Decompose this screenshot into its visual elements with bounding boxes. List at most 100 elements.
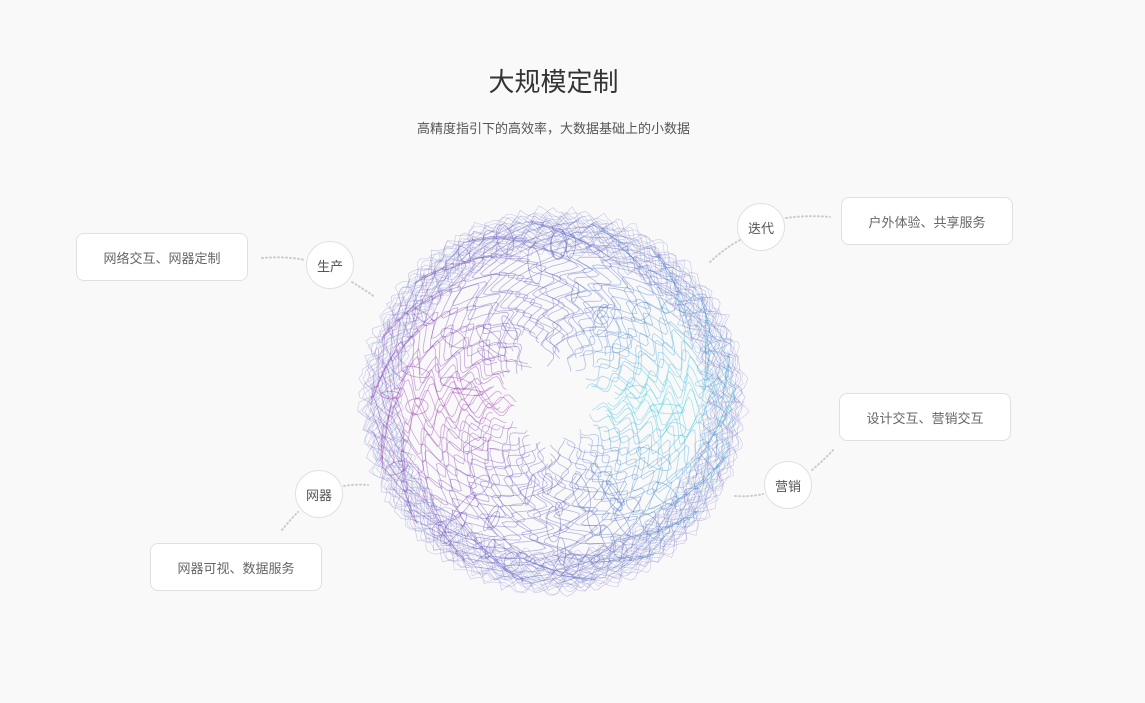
sphere-strand [606, 413, 729, 469]
sphere-strand [414, 270, 518, 374]
sphere-rim-ring [371, 220, 732, 582]
node-marketing[interactable]: 营销 [764, 461, 812, 509]
sphere-strand [613, 348, 729, 391]
sphere-loop [483, 504, 499, 532]
sphere-loop [683, 293, 709, 315]
sphere-strand [454, 453, 531, 562]
sphere-strand [614, 363, 734, 400]
sphere-strand [591, 339, 730, 392]
sphere-strand [425, 437, 520, 546]
sphere-rim-ring [373, 222, 734, 582]
sphere-loop [606, 479, 625, 506]
sphere-rim-ring [377, 226, 731, 579]
description-box-production[interactable]: 网络交互、网器定制 [76, 233, 248, 281]
sphere-strand [586, 330, 731, 390]
sphere-strand [556, 224, 597, 352]
sphere-strand [412, 274, 511, 372]
sphere-strand [395, 296, 498, 366]
sphere-loop [649, 403, 685, 415]
sphere-strand [372, 356, 493, 395]
sphere-loop [600, 524, 616, 553]
sphere-strand [594, 290, 707, 369]
sphere-loop [542, 472, 553, 495]
sphere-loop [411, 308, 434, 325]
sphere-loop [665, 422, 686, 437]
sphere-strand [578, 228, 630, 336]
sphere-loop [501, 315, 518, 340]
sphere-strand [529, 220, 565, 355]
sphere-strand [437, 451, 511, 555]
sphere-loop [384, 460, 409, 476]
sphere-loop [487, 510, 501, 531]
sphere-strand [588, 443, 690, 533]
sphere-rim-ring [380, 227, 728, 573]
sphere-strand [512, 220, 549, 347]
node-production[interactable]: 生产 [306, 241, 354, 289]
sphere-strand [405, 447, 500, 524]
connector-line [734, 493, 764, 498]
sphere-strand [596, 405, 730, 451]
sphere-strand [377, 348, 495, 392]
sphere-loop [699, 338, 733, 353]
sphere-loop [601, 480, 623, 512]
sphere-strand [493, 441, 544, 583]
sphere-strand [388, 306, 510, 375]
sphere-loop [546, 506, 561, 543]
sphere-strand [622, 374, 736, 409]
sphere-strand [540, 219, 575, 353]
sphere-strand [383, 325, 507, 390]
sphere-rim-ring [387, 237, 717, 567]
sphere-loop [470, 474, 490, 496]
sphere-rim-ring [391, 240, 716, 564]
sphere-rim-ring [367, 217, 737, 586]
sphere-strand [607, 383, 736, 419]
sphere-strand [380, 417, 507, 473]
sphere-strand [609, 393, 736, 428]
sphere-loop [495, 224, 515, 255]
sphere-loop [587, 510, 601, 537]
sphere-loop [652, 482, 678, 505]
description-box-marketing[interactable]: 设计交互、营销交互 [839, 393, 1011, 441]
sphere-strand [551, 475, 587, 583]
sphere-loop [527, 246, 542, 285]
sphere-strand [373, 404, 513, 450]
sphere-loop [524, 474, 536, 506]
sphere-loop [440, 327, 467, 349]
sphere-strand [576, 450, 654, 563]
sphere-strand [596, 281, 705, 364]
sphere-strand [573, 470, 623, 581]
node-device[interactable]: 网器 [295, 470, 343, 518]
sphere-loop [626, 496, 641, 513]
sphere-rim-ring [384, 234, 720, 570]
sphere-loop [484, 539, 496, 559]
sphere-loop [463, 436, 487, 452]
sphere-strand [370, 365, 503, 401]
sphere-strand [604, 271, 698, 356]
sphere-loop [590, 553, 605, 569]
description-box-iteration[interactable]: 户外体验、共享服务 [841, 197, 1013, 245]
sphere-strand [574, 241, 654, 359]
sphere-loop [476, 325, 507, 356]
sphere-strand [380, 417, 491, 470]
sphere-loop [440, 511, 468, 544]
sphere-strand [595, 319, 726, 387]
sphere-strand [557, 440, 600, 580]
sphere-strand [441, 242, 529, 364]
sphere-loop [570, 282, 579, 303]
sphere-strand [449, 444, 531, 565]
sphere-strand [563, 437, 633, 575]
sphere-strand [566, 223, 622, 359]
sphere-strand [461, 442, 538, 564]
sphere-strand [381, 421, 514, 494]
sphere-rim-ring [384, 232, 720, 573]
sphere-loop [563, 553, 579, 576]
description-box-device[interactable]: 网器可视、数据服务 [150, 543, 322, 591]
sphere-rim-ring [369, 216, 739, 586]
sphere-strand [379, 424, 500, 484]
sphere-rim-ring [390, 238, 720, 568]
sphere-rim-ring [362, 211, 743, 593]
node-iteration[interactable]: 迭代 [737, 203, 785, 251]
sphere-strand [566, 223, 615, 340]
